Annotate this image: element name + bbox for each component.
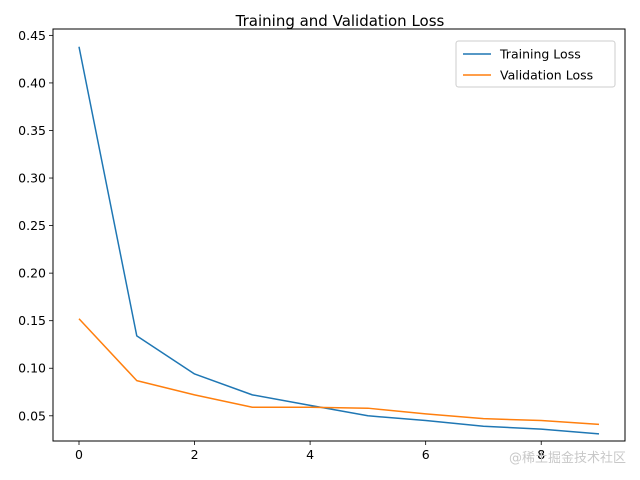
legend-box — [455, 40, 616, 88]
y-tick-label: 0.20 — [18, 266, 46, 281]
x-tick-label: 4 — [306, 447, 314, 462]
y-tick-label: 0.40 — [18, 75, 46, 90]
x-tick-label: 6 — [422, 447, 430, 462]
plot-lines — [78, 46, 600, 435]
chart-title: Training and Validation Loss — [235, 12, 445, 30]
y-axis: 0.05 0.10 0.15 0.20 0.25 0.30 0.35 0.40 0.45 — [18, 28, 53, 423]
y-tick-label: 0.45 — [18, 28, 46, 43]
series-line-training-loss — [78, 46, 600, 435]
series-line-validation-loss — [78, 318, 600, 426]
legend-label: Training Loss — [499, 47, 581, 62]
watermark-text: @稀土掘金技术社区 — [508, 451, 626, 466]
plot-area-frame — [52, 28, 626, 442]
x-tick-label: 0 — [75, 447, 83, 462]
y-tick-label: 0.30 — [18, 171, 46, 186]
y-tick-label: 0.05 — [18, 408, 46, 423]
x-axis: 0 2 4 6 8 — [75, 441, 545, 462]
y-tick-label: 0.15 — [18, 313, 46, 328]
y-tick-label: 0.35 — [18, 123, 46, 138]
legend: Training Loss Validation Loss — [455, 40, 616, 88]
legend-label: Validation Loss — [500, 68, 593, 83]
x-tick-label: 8 — [537, 447, 545, 462]
y-tick-label: 0.25 — [18, 218, 46, 233]
x-tick-label: 2 — [191, 447, 199, 462]
y-tick-label: 0.10 — [18, 361, 46, 376]
